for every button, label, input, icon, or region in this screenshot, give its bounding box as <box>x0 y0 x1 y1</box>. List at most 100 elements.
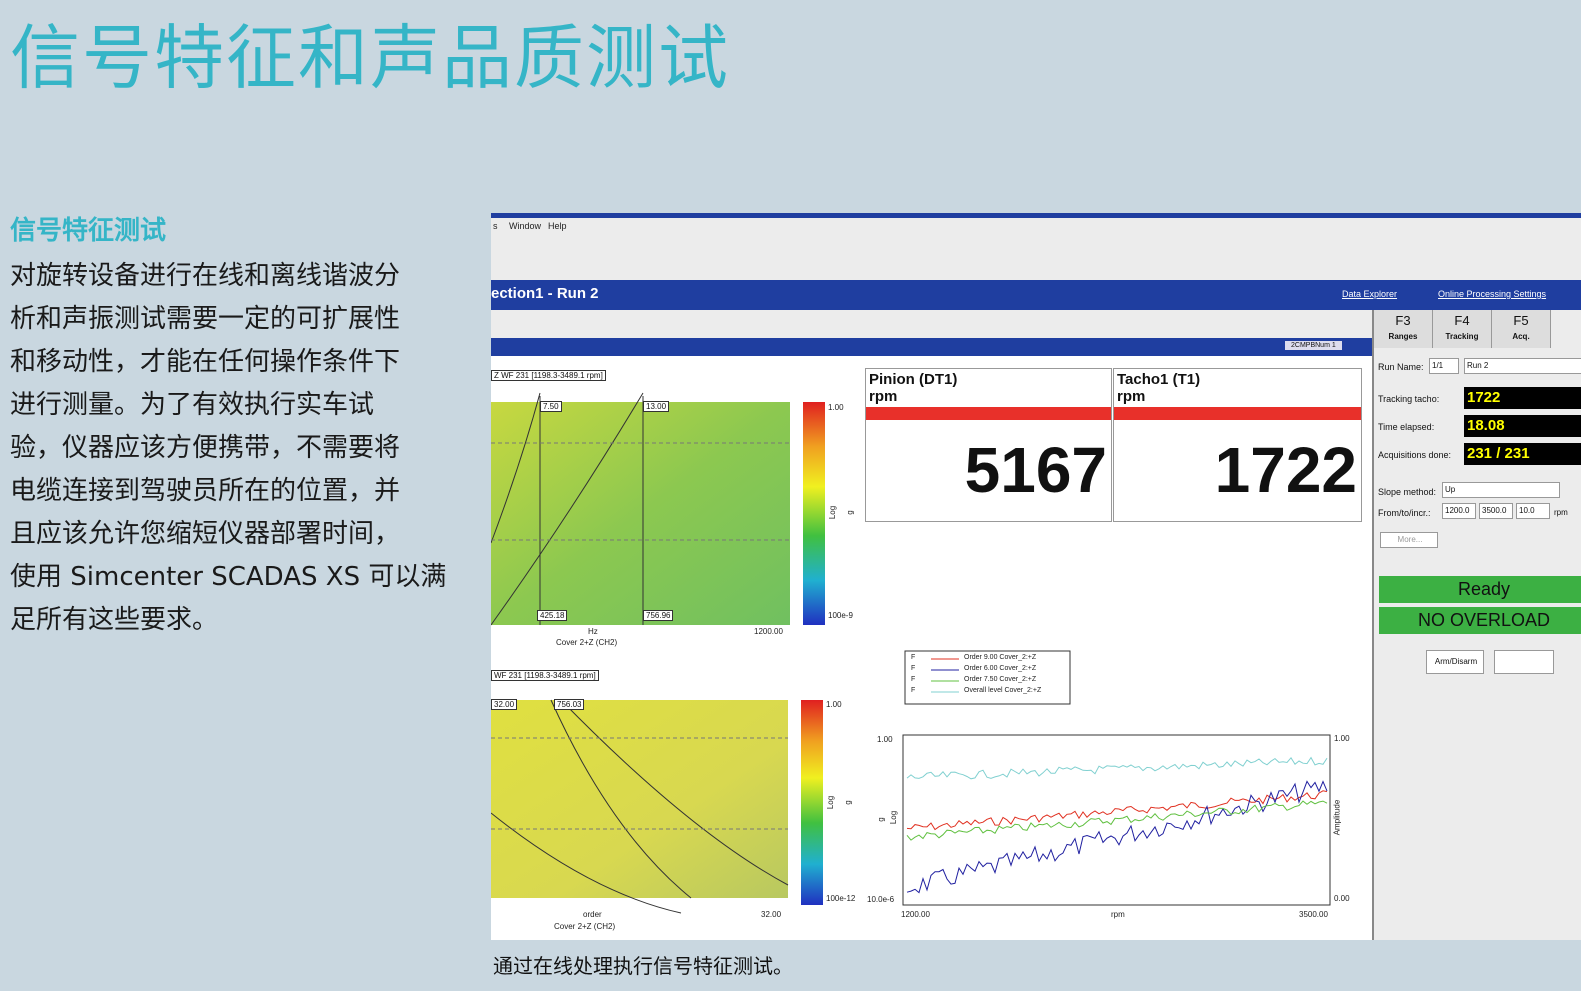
field-value: 18.08 <box>1464 415 1581 437</box>
window-title: ection1 - Run 2 <box>491 285 599 302</box>
x-max: 3500.00 <box>1299 910 1328 919</box>
field-label: Time elapsed: <box>1378 422 1435 432</box>
status-overload: NO OVERLOAD <box>1379 607 1581 634</box>
screenshot: s Window Help ection1 - Run 2 Data Explo… <box>491 213 1581 940</box>
display-name: Pinion (DT1) <box>869 371 958 388</box>
field-box[interactable]: Run 2 <box>1464 358 1581 374</box>
cursor-label: 756.96 <box>643 610 674 621</box>
scale-unit: g <box>845 510 855 515</box>
menu-item[interactable]: s <box>493 221 498 231</box>
tab-label: Tracking <box>1445 332 1479 341</box>
x-unit: Hz <box>588 627 598 636</box>
display-unit: rpm <box>869 388 898 405</box>
x-label: Cover 2+Z (CH2) <box>554 922 616 931</box>
menu-item[interactable]: Window <box>509 221 542 231</box>
field-value: 1722 <box>1464 387 1581 409</box>
field-label: Acquisitions done: <box>1378 450 1452 460</box>
legend-flag: F <box>911 676 916 683</box>
field-box[interactable]: 1200.0 <box>1442 503 1476 519</box>
tab-key: F4 <box>1454 313 1470 328</box>
side-panel: F3 Ranges F4 Tracking F5 Acq. Run Name: 1/1 R… <box>1372 310 1581 940</box>
legend-flag: F <box>911 654 916 661</box>
x-max: 32.00 <box>761 910 782 919</box>
plot-title: WF 231 [1198.3-3489.1 rpm] <box>491 670 599 681</box>
y-type: Log <box>889 810 899 825</box>
tab[interactable]: F3 Ranges <box>1374 310 1433 348</box>
tab-key: F5 <box>1513 313 1529 328</box>
x-min: 1200.00 <box>901 910 930 919</box>
y2-min: 0.00 <box>1334 894 1350 903</box>
marker-label: 7.50 <box>540 401 562 412</box>
field-label: Tracking tacho: <box>1378 394 1440 404</box>
legend-label: Order 6.00 Cover_2:+Z <box>964 665 1037 672</box>
order-curve <box>906 790 1328 831</box>
field-box[interactable]: 3500.0 <box>1479 503 1513 519</box>
spectrogram-overlays <box>491 392 790 914</box>
y-min: 10.0e-6 <box>867 895 895 904</box>
status-ready: Ready <box>1379 576 1581 603</box>
button[interactable]: Arm/Disarm <box>1426 650 1484 674</box>
button[interactable]: More... <box>1380 532 1438 548</box>
field-label: From/to/incr.: <box>1378 508 1431 518</box>
spectrogram-bottom <box>491 700 788 898</box>
play-button[interactable] <box>1494 650 1554 674</box>
y2-max: 1.00 <box>1334 734 1350 743</box>
spectrogram-top <box>491 402 790 625</box>
display-unit: rpm <box>1117 388 1146 405</box>
display-bar <box>866 407 1111 420</box>
body-line: 电缆连接到驾驶员所在的位置，并 <box>10 476 401 506</box>
menu-item[interactable]: Help <box>548 221 567 231</box>
body-line: 使用 Simcenter SCADAS XS 可以满 <box>10 562 447 592</box>
tab-key: F3 <box>1395 313 1411 328</box>
window-title-bar <box>491 280 1581 310</box>
field-box[interactable]: 10.0 <box>1516 503 1550 519</box>
scale-max: 1.00 <box>828 403 844 412</box>
tab-label: Acq. <box>1512 332 1530 341</box>
scale-unit: g <box>843 800 853 805</box>
field-value: 231 / 231 <box>1464 443 1581 465</box>
sub-bar <box>491 338 1372 356</box>
order-curve <box>906 800 1328 841</box>
legend-label: Order 7.50 Cover_2:+Z <box>964 676 1037 683</box>
field-box[interactable]: Up <box>1442 482 1560 498</box>
scale-type: Log <box>826 795 836 810</box>
legend-box <box>904 650 1071 705</box>
top-bar <box>491 213 1581 218</box>
dropdown[interactable]: 2CMPBNum 1 <box>1285 341 1342 350</box>
x-max: 1200.00 <box>754 627 783 636</box>
tab[interactable]: F5 Acq. <box>1492 310 1551 348</box>
plot-title: Z WF 231 [1198.3-3489.1 rpm] <box>491 370 606 381</box>
colorbar-bottom <box>801 700 823 905</box>
body-line: 进行测量。为了有效执行实车试 <box>10 390 375 420</box>
y-label: g <box>876 817 886 822</box>
field-unit: rpm <box>1554 508 1568 517</box>
figure-caption: 通过在线处理执行信号特征测试。 <box>493 954 793 978</box>
toolbar <box>491 218 1581 280</box>
display-name: Tacho1 (T1) <box>1117 371 1201 388</box>
y2-label: Amplitude <box>1332 799 1342 836</box>
legend-label: Overall level Cover_2:+Z <box>964 687 1042 694</box>
order-curves <box>906 756 1328 894</box>
body-line: 对旋转设备进行在线和离线谐波分 <box>10 261 401 291</box>
x-unit: order <box>583 910 602 919</box>
legend-label: Order 9.00 Cover_2:+Z <box>964 654 1037 661</box>
display-value: 1722 <box>1214 434 1357 506</box>
scale-min: 100e-12 <box>826 894 856 903</box>
section-heading: 信号特征测试 <box>10 216 167 246</box>
tab[interactable]: F4 Tracking <box>1433 310 1492 348</box>
body-line: 析和声振测试需要一定的可扩展性 <box>10 304 401 334</box>
display-value: 5167 <box>964 434 1107 506</box>
legend-flag: F <box>911 665 916 672</box>
link[interactable]: Online Processing Settings <box>1438 289 1547 299</box>
body-line: 和移动性，才能在任何操作条件下 <box>10 347 401 377</box>
link[interactable]: Data Explorer <box>1342 289 1398 299</box>
tab-label: Ranges <box>1388 332 1418 341</box>
icon-row <box>491 310 1372 338</box>
order-chart-frame <box>902 734 1331 906</box>
y-max: 1.00 <box>877 735 893 744</box>
colorbar-top <box>803 402 825 625</box>
display-bar <box>1114 407 1361 420</box>
body-line: 且应该允许您缩短仪器部署时间， <box>10 519 401 549</box>
